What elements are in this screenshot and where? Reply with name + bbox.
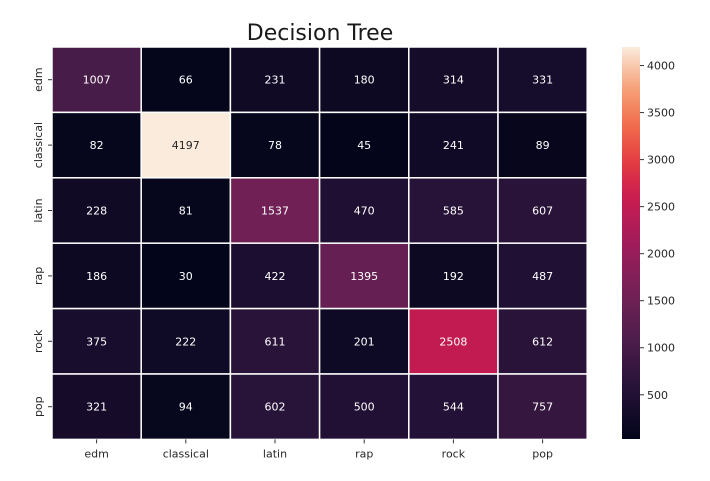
- cell-value-label: 186: [86, 270, 107, 283]
- cell-value-label: 331: [532, 74, 553, 87]
- cell-value-label: 611: [265, 335, 286, 348]
- cell-value-label: 1395: [350, 270, 378, 283]
- cell-value-label: 66: [179, 74, 193, 87]
- cell-value-label: 612: [532, 335, 553, 348]
- colorbar-tick-label: 500: [647, 389, 668, 402]
- x-tick-label-classical: classical: [163, 447, 209, 460]
- colorbar: 500 1000 1500 2000 2500 3000 3500 4000: [622, 47, 675, 439]
- heatmap-cell-edm-classical: [140, 46, 232, 114]
- cell-value-label: 321: [86, 401, 107, 414]
- x-tick-label-pop: pop: [532, 447, 553, 460]
- heatmap-cell-rock-rock: [408, 307, 499, 375]
- cell-value-label: 81: [179, 205, 193, 218]
- heatmap-cell-pop-rock: [408, 373, 499, 441]
- heatmap-cell-latin-pop: [497, 177, 588, 244]
- cell-value-label: 314: [443, 74, 464, 87]
- heatmap-cell-rock-edm: [51, 307, 142, 375]
- heatmap-cell-rock-classical: [140, 307, 232, 375]
- cell-value-label: 222: [175, 335, 196, 348]
- heatmap-cell-latin-rap: [318, 177, 410, 244]
- cell-value-label: 201: [354, 335, 375, 348]
- y-tick-label-rock: rock: [32, 329, 45, 353]
- cell-value-label: 89: [536, 139, 550, 152]
- heatmap-cell-pop-pop: [497, 373, 588, 441]
- y-tick-label-classical: classical: [32, 122, 45, 168]
- colorbar-tick-label: 1500: [647, 295, 675, 308]
- heatmap-cell-edm-latin: [229, 46, 321, 114]
- cell-value-label: 585: [443, 205, 464, 218]
- heatmap-cell-edm-edm: [51, 46, 142, 114]
- heatmap-cell-classical-latin: [229, 111, 321, 179]
- cell-value-label: 180: [354, 74, 375, 87]
- cell-value-label: 375: [86, 335, 107, 348]
- colorbar-tick-label: 4000: [647, 60, 675, 73]
- cell-value-label: 422: [265, 270, 286, 283]
- cell-value-label: 757: [532, 401, 553, 414]
- cell-value-label: 602: [265, 401, 286, 414]
- cell-value-label: 4197: [172, 139, 200, 152]
- heatmap-cell-latin-classical: [140, 177, 232, 244]
- heatmap-cell-classical-pop: [497, 111, 588, 179]
- heatmap-cell-rock-pop: [497, 307, 588, 375]
- heatmap-cell-classical-classical: [140, 111, 232, 179]
- cell-value-label: 45: [357, 139, 371, 152]
- colorbar-tick-label: 2000: [647, 248, 675, 261]
- x-axis-ticks: edm classical latin rap rock pop: [84, 439, 553, 460]
- heatmap-cell-latin-latin: [229, 177, 321, 244]
- y-tick-label-rap: rap: [32, 267, 45, 285]
- heatmap-cell-latin-rock: [408, 177, 499, 244]
- colorbar-gradient: [622, 47, 640, 439]
- x-tick-label-rock: rock: [442, 447, 466, 460]
- cell-value-label: 231: [265, 74, 286, 87]
- cell-value-label: 470: [354, 205, 375, 218]
- y-tick-label-edm: edm: [32, 67, 45, 91]
- cell-value-label: 1007: [83, 74, 111, 87]
- cell-value-label: 94: [179, 401, 193, 414]
- cell-value-label: 241: [443, 139, 464, 152]
- heatmap-cell-rap-rap: [318, 242, 410, 310]
- cell-value-label: 544: [443, 401, 464, 414]
- y-tick-label-pop: pop: [32, 396, 45, 417]
- heatmap-cell-classical-rap: [318, 111, 410, 179]
- heatmap-annotations: 1007 66 231 180 314 331 82 4197 78 45 241 89 228 81 15…: [83, 74, 553, 414]
- cell-value-label: 78: [268, 139, 282, 152]
- x-tick-label-latin: latin: [263, 447, 287, 460]
- colorbar-tick-label: 1000: [647, 342, 675, 355]
- colorbar-tick-label: 3000: [647, 154, 675, 167]
- colorbar-tick-label: 3500: [647, 107, 675, 120]
- y-axis-ticks: edm classical latin rap rock pop: [32, 67, 52, 417]
- heatmap-cell-rap-pop: [497, 242, 588, 310]
- x-tick-label-rap: rap: [355, 447, 373, 460]
- cell-value-label: 30: [179, 270, 193, 283]
- cell-value-label: 192: [443, 270, 464, 283]
- cell-value-label: 82: [90, 139, 104, 152]
- cell-value-label: 500: [354, 401, 375, 414]
- heatmap-cells: [51, 46, 588, 441]
- x-tick-label-edm: edm: [84, 447, 108, 460]
- heatmap-cell-rap-latin: [229, 242, 321, 310]
- heatmap-cell-pop-edm: [51, 373, 142, 441]
- cell-value-label: 1537: [261, 205, 289, 218]
- cell-value-label: 487: [532, 270, 553, 283]
- colorbar-tick-label: 2500: [647, 201, 675, 214]
- cell-value-label: 228: [86, 205, 107, 218]
- y-tick-label-latin: latin: [32, 198, 45, 222]
- chart-title: Decision Tree: [247, 21, 394, 46]
- cell-value-label: 2508: [439, 335, 467, 348]
- cell-value-label: 607: [532, 205, 553, 218]
- heatmap-cell-rap-rock: [408, 242, 499, 310]
